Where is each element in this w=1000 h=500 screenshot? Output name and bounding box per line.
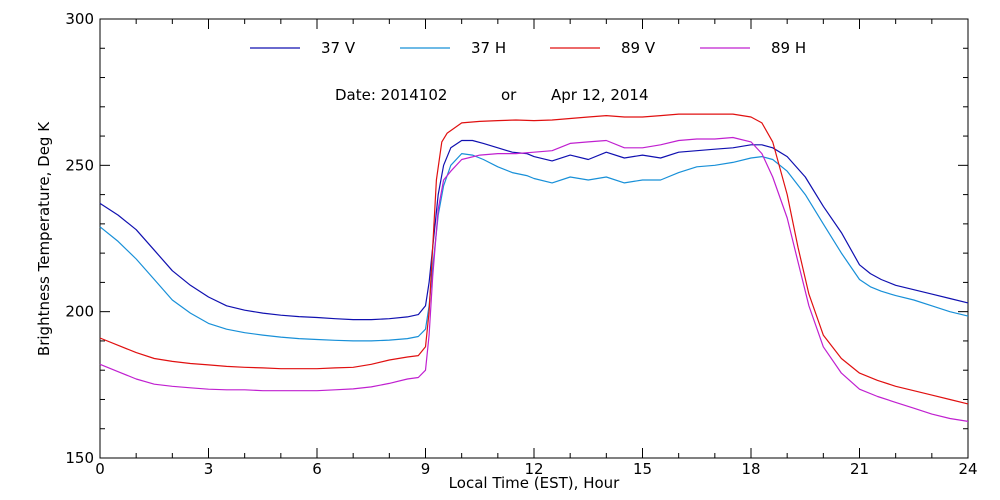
x-axis-label: Local Time (EST), Hour [449, 474, 620, 492]
series-line-89v [99, 113, 969, 405]
y-tick-label: 150 [65, 449, 94, 467]
date-label: Date: 2014102 [335, 86, 447, 104]
x-tick-label: 0 [95, 460, 105, 478]
y-tick-label: 300 [65, 10, 94, 28]
legend: 37 V 37 H 89 V 89 H [250, 39, 806, 57]
plot-frame [99, 18, 969, 459]
x-tick-label: 12 [524, 460, 543, 478]
x-tick-label: 15 [633, 460, 652, 478]
date-or-label: or [501, 86, 517, 104]
series-line-37v [99, 139, 969, 321]
legend-label-37h: 37 H [471, 39, 506, 57]
legend-label-37v: 37 V [321, 39, 356, 57]
y-tick-label: 250 [65, 156, 94, 174]
x-tick-label: 3 [204, 460, 214, 478]
plot-border [99, 18, 969, 459]
legend-label-89h: 89 H [771, 39, 806, 57]
x-tick-label: 9 [421, 460, 431, 478]
x-tick-label: 24 [958, 460, 977, 478]
series-lines [99, 113, 969, 422]
x-tick-label: 6 [312, 460, 322, 478]
series-line-89h [99, 136, 969, 422]
series-line-37h [99, 153, 969, 342]
legend-label-89v: 89 V [621, 39, 656, 57]
date-annotation: Date: 2014102 or Apr 12, 2014 [335, 86, 649, 104]
axis-ticks: 0 3 6 9 12 15 18 21 24 150 200 250 300 [65, 10, 977, 478]
x-tick-label: 21 [850, 460, 869, 478]
y-axis-label: Brightness Temperature, Deg K [35, 121, 53, 356]
x-tick-label: 18 [741, 460, 760, 478]
y-tick-label: 200 [65, 303, 94, 321]
date-text: Apr 12, 2014 [551, 86, 649, 104]
